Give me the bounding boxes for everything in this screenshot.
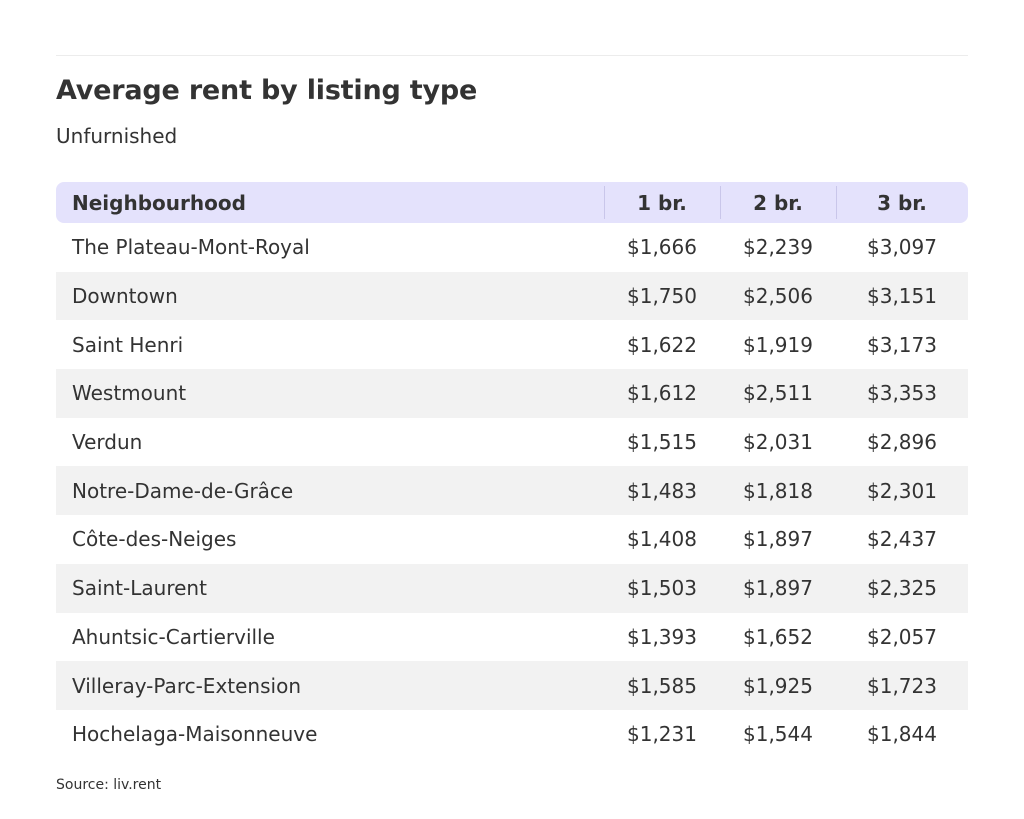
table-header: Neighbourhood 1 br. 2 br. 3 br. bbox=[56, 182, 968, 223]
chart-title: Average rent by listing type bbox=[56, 75, 478, 106]
neighbourhood-cell: Villeray-Parc-Extension bbox=[56, 661, 604, 710]
table-row: Ahuntsic-Cartierville $1,393 $1,652 $2,057 bbox=[56, 613, 968, 662]
table-row: Villeray-Parc-Extension $1,585 $1,925 $1,72… bbox=[56, 661, 968, 710]
neighbourhood-cell: Notre-Dame-de-Grâce bbox=[56, 466, 604, 516]
table-row: Hochelaga-Maisonneuve $1,231 $1,544 $1,844 bbox=[56, 710, 968, 759]
rent-1br-cell: $1,408 bbox=[627, 527, 697, 552]
table-row: The Plateau-Mont-Royal $1,666 $2,239 $3,097 bbox=[56, 223, 968, 272]
header-2br: 2 br. bbox=[720, 182, 836, 223]
header-3br: 3 br. bbox=[836, 182, 968, 223]
rent-2br-cell: $2,506 bbox=[720, 271, 836, 321]
table-body: The Plateau-Mont-Royal $1,666 $2,239 $3,097… bbox=[56, 223, 968, 759]
rent-1br-cell: $1,231 bbox=[627, 722, 697, 747]
rent-2br-cell: $1,925 bbox=[720, 661, 836, 710]
rent-2br-cell: $1,652 bbox=[743, 624, 813, 649]
rent-2br-cell: $2,511 bbox=[720, 369, 836, 418]
top-divider bbox=[56, 55, 968, 56]
table-row: Downtown $1,750 $2,506 $3,151 bbox=[56, 271, 968, 321]
rent-1br-cell: $1,750 bbox=[604, 271, 720, 321]
rent-2br-cell: $2,031 bbox=[743, 430, 813, 455]
neighbourhood-cell: Côte-des-Neiges bbox=[72, 527, 237, 552]
header-1br: 1 br. bbox=[604, 182, 720, 223]
rent-2br-cell: $2,239 bbox=[743, 235, 813, 260]
rent-2br-cell: $1,897 bbox=[743, 527, 813, 552]
rent-3br-cell: $1,844 bbox=[867, 722, 937, 747]
rent-2br-cell: $1,544 bbox=[743, 722, 813, 747]
rent-3br-cell: $2,896 bbox=[867, 430, 937, 455]
table-row: Verdun $1,515 $2,031 $2,896 bbox=[56, 418, 968, 467]
rent-2br-cell: $1,818 bbox=[720, 466, 836, 516]
rent-1br-cell: $1,393 bbox=[627, 624, 697, 649]
rent-3br-cell: $2,325 bbox=[836, 563, 968, 613]
neighbourhood-cell: The Plateau-Mont-Royal bbox=[72, 235, 310, 260]
rent-1br-cell: $1,483 bbox=[604, 466, 720, 516]
neighbourhood-cell: Westmount bbox=[56, 369, 604, 418]
table-row: Saint Henri $1,622 $1,919 $3,173 bbox=[56, 320, 968, 369]
rent-3br-cell: $2,301 bbox=[836, 466, 968, 516]
table-row: Westmount $1,612 $2,511 $3,353 bbox=[56, 369, 968, 418]
chart-subtitle: Unfurnished bbox=[56, 124, 178, 148]
header-neighbourhood: Neighbourhood bbox=[56, 182, 604, 223]
rent-3br-cell: $2,057 bbox=[867, 624, 937, 649]
rent-2br-cell: $1,919 bbox=[743, 332, 813, 357]
rent-1br-cell: $1,612 bbox=[604, 369, 720, 418]
rent-1br-cell: $1,585 bbox=[604, 661, 720, 710]
neighbourhood-cell: Hochelaga-Maisonneuve bbox=[72, 722, 318, 747]
rent-3br-cell: $2,437 bbox=[867, 527, 937, 552]
source-note: Source: liv.rent bbox=[56, 777, 162, 793]
table-row: Côte-des-Neiges $1,408 $1,897 $2,437 bbox=[56, 515, 968, 564]
rent-table: Neighbourhood 1 br. 2 br. 3 br. The Plat… bbox=[56, 182, 968, 759]
rent-3br-cell: $3,151 bbox=[836, 271, 968, 321]
rent-3br-cell: $3,353 bbox=[836, 369, 968, 418]
rent-3br-cell: $3,173 bbox=[867, 332, 937, 357]
neighbourhood-cell: Verdun bbox=[72, 430, 143, 455]
rent-1br-cell: $1,503 bbox=[604, 563, 720, 613]
neighbourhood-cell: Saint Henri bbox=[72, 332, 184, 357]
neighbourhood-cell: Saint-Laurent bbox=[56, 563, 604, 613]
rent-3br-cell: $1,723 bbox=[836, 661, 968, 710]
rent-1br-cell: $1,515 bbox=[627, 430, 697, 455]
rent-3br-cell: $3,097 bbox=[867, 235, 937, 260]
rent-2br-cell: $1,897 bbox=[720, 563, 836, 613]
table-row: Saint-Laurent $1,503 $1,897 $2,325 bbox=[56, 563, 968, 613]
neighbourhood-cell: Downtown bbox=[56, 271, 604, 321]
neighbourhood-cell: Ahuntsic-Cartierville bbox=[72, 624, 275, 649]
header-row: Neighbourhood 1 br. 2 br. 3 br. bbox=[56, 182, 968, 223]
rent-1br-cell: $1,666 bbox=[627, 235, 697, 260]
table-row: Notre-Dame-de-Grâce $1,483 $1,818 $2,301 bbox=[56, 466, 968, 516]
rent-1br-cell: $1,622 bbox=[627, 332, 697, 357]
